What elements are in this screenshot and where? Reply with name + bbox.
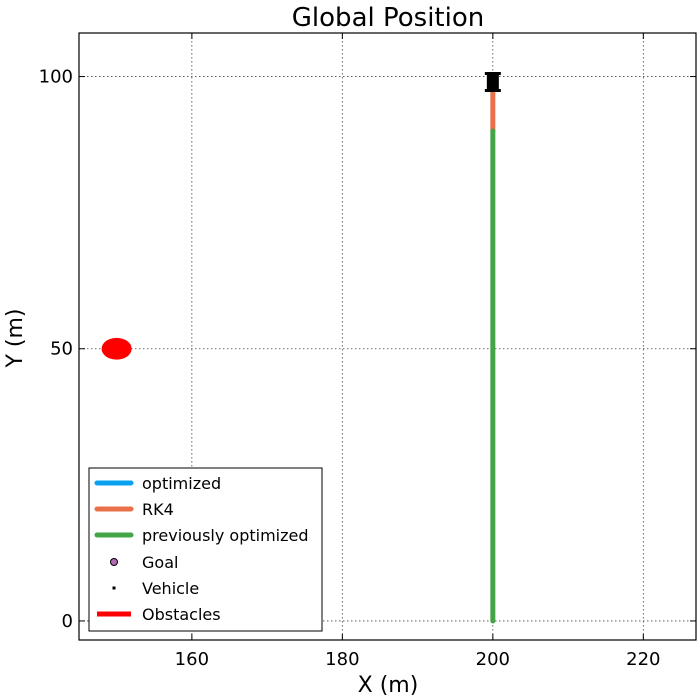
y-axis-label: Y (m) [3,308,28,368]
legend-box [88,467,323,632]
obstacle-marker [101,337,132,360]
legend-label-previously-optimized: previously optimized [142,526,309,545]
vehicle-marker [486,73,499,90]
y-tick-label: 100 [39,67,73,88]
legend-marker-goal [110,558,118,566]
plot-area: 160 180 200 220 0 50 100 [39,32,697,670]
x-tick-label: 200 [476,649,510,670]
y-tick-label: 50 [50,339,73,360]
legend-label-rk4: RK4 [142,500,174,519]
axis-ticks: 160 180 200 220 0 50 100 [39,33,696,670]
x-tick-label: 220 [626,649,660,670]
x-axis-label: X (m) [358,673,419,698]
data-series [101,71,501,624]
legend-marker-vehicle [112,586,116,590]
chart-title: Global Position [292,3,484,33]
vehicle-marker-top [484,71,501,75]
legend-label-goal: Goal [142,553,178,572]
legend-label-obstacles: Obstacles [142,605,221,624]
x-tick-label: 180 [325,649,359,670]
y-tick-label: 0 [62,611,73,632]
x-tick-label: 160 [175,649,209,670]
legend-label-optimized: optimized [142,474,221,493]
vehicle-marker-bottom [484,88,501,92]
legend-label-vehicle: Vehicle [142,579,199,598]
legend: optimized RK4 previously optimized Goal … [88,467,323,632]
plot-frame [78,32,697,641]
